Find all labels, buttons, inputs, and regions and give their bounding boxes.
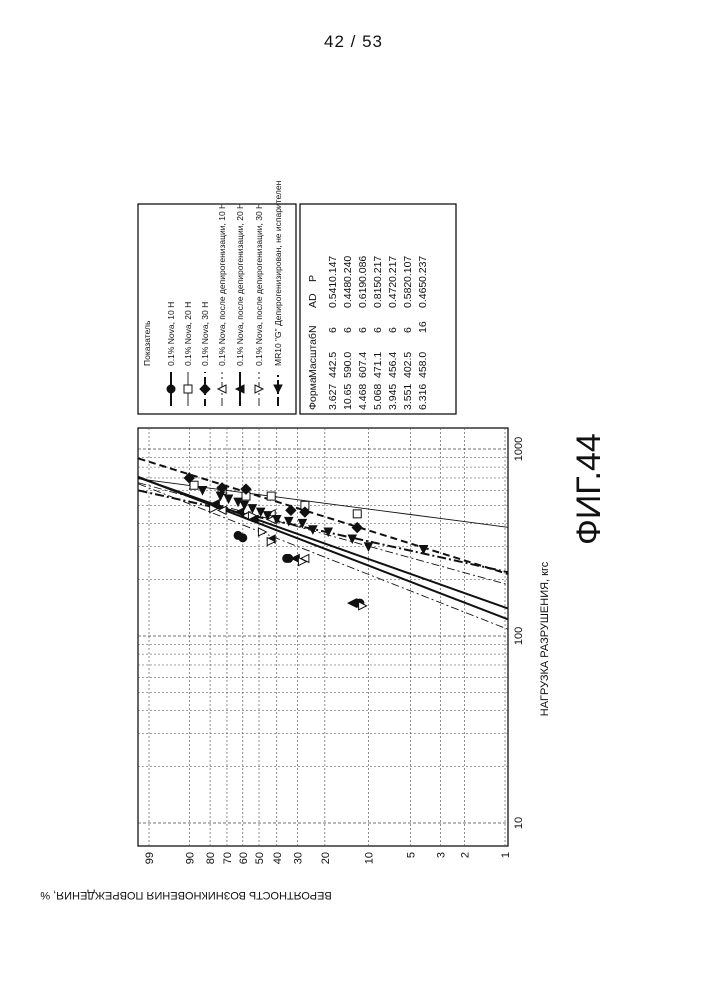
data-point <box>190 481 198 489</box>
y-tick-label: 50 <box>254 852 266 864</box>
y-tick-label: 70 <box>222 852 234 864</box>
data-point <box>234 531 242 539</box>
table-cell: 0.448 <box>342 282 354 308</box>
table-cell: 0.217 <box>387 256 399 282</box>
table-cell: 6 <box>327 327 339 333</box>
table-cell: 590.0 <box>342 352 354 378</box>
table-cell: 0.240 <box>342 256 354 282</box>
table-header-cell: P <box>307 275 319 282</box>
legend-entry-label: 0.1% Nova, 30 H <box>200 302 210 366</box>
table-cell: 607.4 <box>357 352 369 378</box>
table-cell: 3.627 <box>327 384 339 410</box>
legend-entry-label: MR10 "G" Депирогенизирован, не испарител… <box>273 180 283 366</box>
y-tick-label: 80 <box>205 852 217 864</box>
legend-entry-label: 0.1% Nova, после депирогенизации, 20 H <box>235 203 245 366</box>
y-axis-title: ВЕРОЯТНОСТЬ ВОЗНИКНОВЕНИЯ ПОВРЕЖДЕНИЯ, % <box>40 889 332 901</box>
table-cell: 6.316 <box>417 384 429 410</box>
table-cell: 6 <box>387 327 399 333</box>
data-point <box>267 492 275 500</box>
table-cell: 0.237 <box>417 256 429 282</box>
legend-entry-label: 0.1% Nova, после депирогенизации, 10 H <box>217 203 227 366</box>
figure-label: ФИГ.44 <box>570 433 608 545</box>
y-tick-label: 30 <box>293 852 305 864</box>
table-cell: 4.468 <box>357 384 369 410</box>
table-cell: 0.086 <box>357 256 369 282</box>
legend-marker <box>184 385 192 393</box>
x-axis-title: НАГРУЗКА РАЗРУШЕНИЯ, кгс <box>539 561 551 716</box>
table-cell: 442.5 <box>327 352 339 378</box>
table-cell: 6 <box>372 327 384 333</box>
y-tick-label: 5 <box>405 852 417 858</box>
y-tick-label: 20 <box>320 852 332 864</box>
y-tick-label: 60 <box>238 852 250 864</box>
y-tick-label: 3 <box>436 852 448 858</box>
parameter-table-box <box>300 204 456 414</box>
table-cell: 0.582 <box>402 282 414 308</box>
y-tick-label: 10 <box>363 852 375 864</box>
data-point <box>353 510 361 518</box>
table-cell: 3.551 <box>402 384 414 410</box>
y-tick-label: 99 <box>144 852 156 864</box>
table-cell: 471.1 <box>372 352 384 378</box>
table-cell: 0.472 <box>387 282 399 308</box>
legend-entry-label: 0.1% Nova, 20 H <box>183 302 193 366</box>
table-cell: 3.945 <box>387 384 399 410</box>
y-tick-label: 40 <box>272 852 284 864</box>
x-tick-label: 1000 <box>513 437 525 461</box>
y-tick-label: 90 <box>184 852 196 864</box>
table-cell: 0.217 <box>372 256 384 282</box>
table-cell: 0.107 <box>402 256 414 282</box>
table-cell: 6 <box>357 327 369 333</box>
legend-marker <box>167 385 175 393</box>
y-tick-label: 2 <box>459 852 471 858</box>
table-header-cell: Масштаб <box>307 333 319 378</box>
table-header-cell: AD <box>307 293 319 308</box>
y-tick-label: 1 <box>500 852 512 858</box>
table-cell: 6 <box>342 327 354 333</box>
table-cell: 16 <box>417 321 429 333</box>
table-cell: 5.068 <box>372 384 384 410</box>
table-header-cell: Форма <box>307 377 319 410</box>
table-cell: 6 <box>402 327 414 333</box>
table-cell: 0.619 <box>357 282 369 308</box>
table-cell: 0.147 <box>327 256 339 282</box>
legend-title: Показатель <box>142 320 152 366</box>
table-cell: 0.465 <box>417 282 429 308</box>
table-cell: 402.5 <box>402 352 414 378</box>
table-cell: 0.541 <box>327 282 339 308</box>
table-cell: 0.815 <box>372 282 384 308</box>
x-tick-label: 100 <box>513 627 525 645</box>
table-cell: 10.65 <box>342 384 354 410</box>
legend-entry-label: 0.1% Nova, после депирогенизации, 30 H <box>254 203 264 366</box>
legend-entry-label: 0.1% Nova, 10 H <box>166 302 176 366</box>
table-header-cell: N <box>307 325 319 333</box>
x-tick-label: 10 <box>513 817 525 829</box>
table-cell: 458.0 <box>417 352 429 378</box>
table-cell: 456.4 <box>387 352 399 378</box>
